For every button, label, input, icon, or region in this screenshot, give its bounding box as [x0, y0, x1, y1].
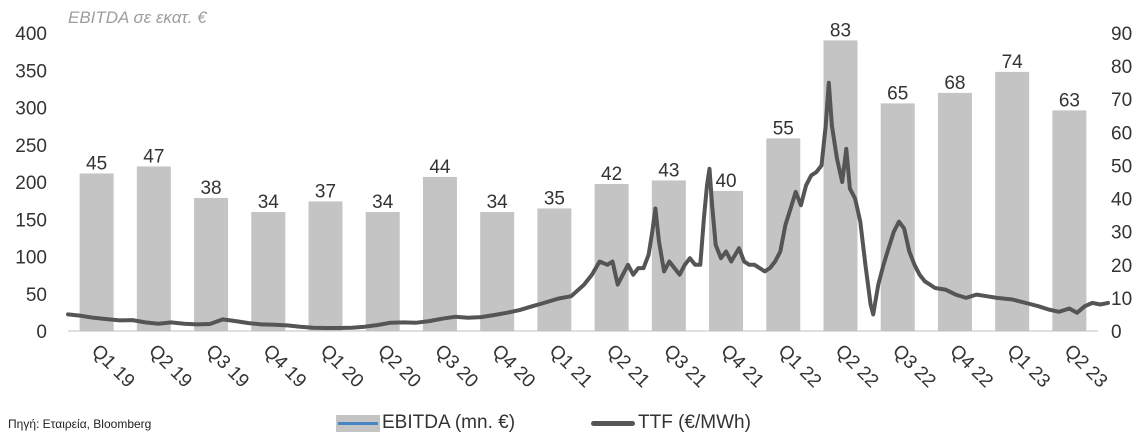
- bar-label: 37: [315, 181, 336, 202]
- x-tick-label: Q2 21: [602, 341, 653, 392]
- right-y-tick: 90: [1111, 24, 1132, 45]
- left-y-tick: 100: [15, 248, 47, 269]
- bar-label: 55: [773, 118, 794, 139]
- x-tick-label: Q1 23: [1003, 341, 1054, 392]
- x-tick-label: Q4 20: [488, 341, 539, 392]
- left-y-tick: 150: [15, 210, 47, 231]
- x-tick-label: Q1 20: [316, 341, 367, 392]
- bar-label: 74: [1002, 52, 1024, 73]
- source-note: Πηγή: Εταιρεία, Bloomberg: [8, 417, 152, 431]
- bar-Q2-23: [1052, 110, 1087, 331]
- bar-label: 34: [258, 192, 280, 213]
- bar-label: 40: [715, 171, 736, 192]
- x-tick-label: Q2 23: [1060, 341, 1111, 392]
- bar-label: 65: [887, 83, 908, 104]
- bar-label: 45: [86, 153, 107, 174]
- right-y-tick: 80: [1111, 57, 1132, 78]
- right-y-tick: 10: [1111, 289, 1132, 310]
- x-tick-label: Q4 22: [945, 341, 996, 392]
- bar-label: 34: [487, 192, 509, 213]
- right-y-tick: 40: [1111, 190, 1132, 211]
- bar-Q2-21: [594, 183, 629, 331]
- bar-label: 34: [372, 192, 394, 213]
- left-y-tick: 250: [15, 136, 47, 157]
- left-y-tick: 200: [15, 173, 47, 194]
- bar-Q1-23: [995, 71, 1030, 331]
- x-tick-label: Q1 22: [774, 341, 825, 392]
- bar-Q3-22: [880, 103, 915, 331]
- legend-label-ebitda: EBITDA (mn. €): [382, 412, 516, 433]
- x-tick-label: Q3 22: [888, 341, 939, 392]
- legend-bar-swatch-icon: [336, 414, 380, 432]
- bar-Q1-20: [308, 201, 343, 331]
- bar-label: 38: [200, 178, 221, 199]
- bar-label: 63: [1059, 90, 1080, 111]
- x-tick-label: Q3 21: [659, 341, 710, 392]
- bar-label: 68: [944, 73, 965, 94]
- bar-label: 35: [544, 188, 565, 209]
- x-tick-label: Q4 19: [259, 341, 310, 392]
- right-y-axis: 0 10 20 30 40 50 60 70 80 90: [1111, 24, 1132, 343]
- ttf-line: [66, 80, 1110, 330]
- x-tick-label: Q3 19: [202, 341, 253, 392]
- right-y-tick: 30: [1111, 223, 1132, 244]
- x-tick-label: Q2 22: [831, 341, 882, 392]
- right-y-tick: 60: [1111, 123, 1132, 144]
- bar-label: 47: [143, 146, 164, 167]
- ttf-line-layer: [66, 80, 1110, 330]
- x-tick-label: Q3 20: [430, 341, 481, 392]
- left-y-tick: 400: [15, 24, 47, 45]
- chart-legend: EBITDA (mn. €) TTF (€/MWh): [0, 412, 1135, 440]
- x-tick-label: Q4 21: [717, 341, 768, 392]
- legend-item-ebitda: EBITDA (mn. €): [336, 412, 515, 434]
- right-y-tick: 50: [1111, 156, 1132, 177]
- bar-Q2-20: [365, 211, 400, 331]
- legend-item-ttf: TTF (€/MWh): [591, 412, 751, 434]
- bar-Q4-19: [251, 211, 286, 331]
- bar-label: 44: [429, 157, 451, 178]
- bar-Q3-21: [651, 180, 686, 331]
- x-tick-label: Q1 19: [87, 341, 138, 392]
- left-y-tick: 350: [15, 61, 47, 82]
- bar-label: 43: [658, 160, 679, 181]
- chart-subtitle: EBITDA σε εκατ. €: [68, 8, 207, 27]
- bar-data-labels: 45 47 38 34 37 34 44 34 35 42 43 40 55 83 65 68 74 63: [86, 20, 1080, 213]
- bar-Q1-21: [537, 208, 572, 331]
- x-tick-label: Q1 21: [545, 341, 596, 392]
- right-y-tick: 0: [1111, 322, 1122, 343]
- bar-label: 42: [601, 164, 622, 185]
- x-tick-label: Q2 19: [144, 341, 195, 392]
- ebitda-bars: [79, 40, 1087, 332]
- x-axis: Q1 19 Q2 19 Q3 19 Q4 19 Q1 20 Q2 20 Q3 20 Q4 20…: [68, 330, 1111, 392]
- legend-label-ttf: TTF (€/MWh): [638, 412, 751, 433]
- bar-Q3-19: [194, 197, 229, 331]
- left-y-tick: 300: [15, 99, 47, 120]
- right-y-tick: 70: [1111, 90, 1132, 111]
- bar-label: 83: [830, 20, 851, 41]
- x-tick-label: Q2 20: [373, 341, 424, 392]
- legend-line-swatch-icon: [591, 420, 635, 426]
- left-y-tick: 0: [36, 322, 47, 343]
- bar-Q1-19: [79, 173, 114, 331]
- left-y-tick: 50: [26, 285, 47, 306]
- left-y-axis: 0 50 100 150 200 250 300 350 400: [15, 24, 47, 343]
- right-y-tick: 20: [1111, 256, 1132, 277]
- bar-Q2-19: [136, 166, 171, 331]
- bar-Q3-20: [422, 176, 457, 331]
